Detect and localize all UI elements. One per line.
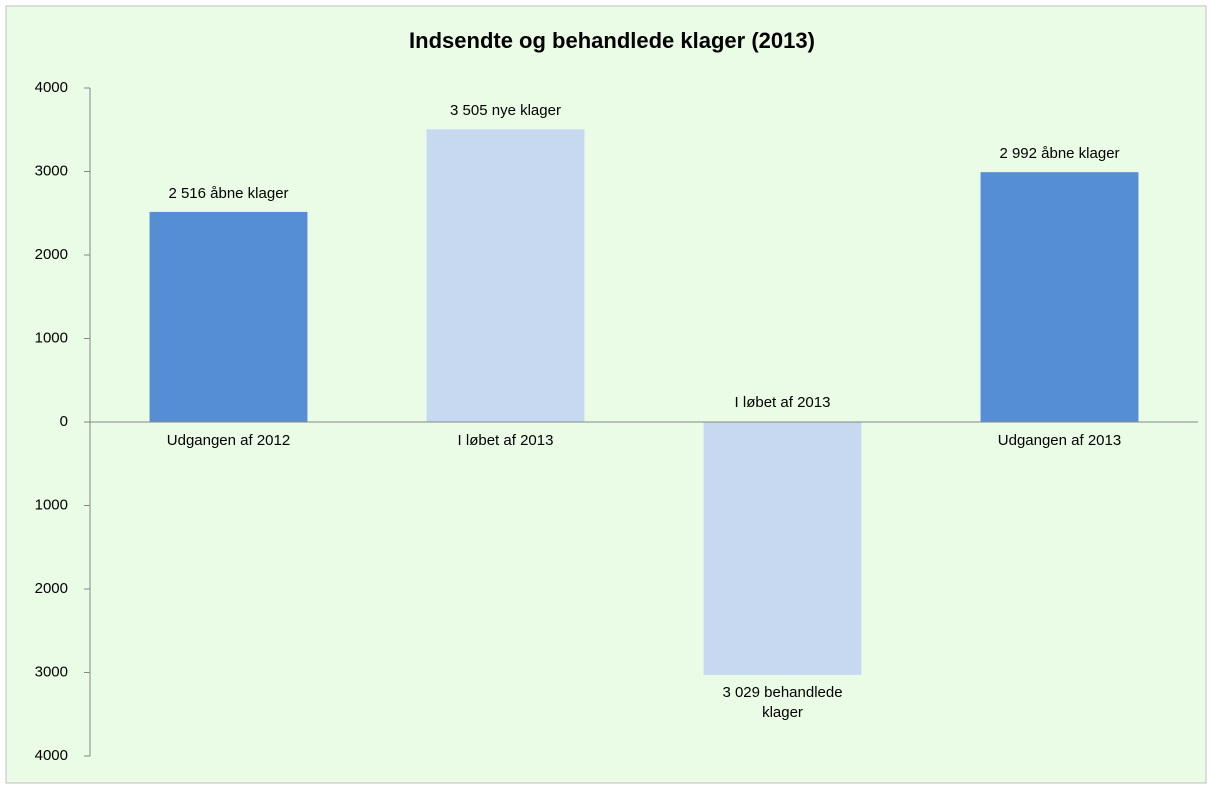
bar bbox=[426, 129, 585, 422]
data-label: 2 992 åbne klager bbox=[999, 145, 1120, 163]
y-tick-label: 3000 bbox=[35, 162, 68, 179]
data-label: 2 516 åbne klager bbox=[168, 184, 289, 202]
bar bbox=[980, 172, 1139, 422]
y-tick-label: 2000 bbox=[35, 246, 68, 263]
x-tick-label: Udgangen af 2013 bbox=[998, 432, 1121, 449]
y-tick-label: 4000 bbox=[35, 747, 68, 764]
y-tick-label: 3000 bbox=[35, 663, 68, 680]
chart-title: Indsendte og behandlede klager (2013) bbox=[409, 28, 815, 53]
data-label: 3 505 nye klager bbox=[450, 102, 561, 120]
y-tick-label: 4000 bbox=[35, 79, 68, 96]
x-tick-label: I løbet af 2013 bbox=[735, 394, 831, 411]
bar bbox=[149, 211, 308, 422]
y-tick-label: 1000 bbox=[35, 329, 68, 346]
x-tick-label: Udgangen af 2012 bbox=[167, 432, 290, 449]
y-tick-label: 0 bbox=[60, 413, 68, 430]
y-tick-label: 1000 bbox=[35, 496, 68, 513]
y-tick-label: 2000 bbox=[35, 580, 68, 597]
data-label: 3 029 behandlede klager bbox=[722, 683, 843, 721]
bar bbox=[703, 422, 862, 675]
x-tick-label: I løbet af 2013 bbox=[458, 432, 554, 449]
